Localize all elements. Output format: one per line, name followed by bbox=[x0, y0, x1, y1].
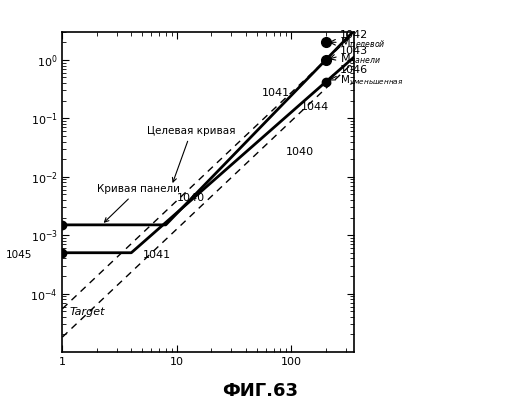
Text: 1044: 1044 bbox=[301, 102, 329, 112]
Text: 1046: 1046 bbox=[340, 65, 368, 75]
Text: 1043: 1043 bbox=[340, 46, 368, 56]
Text: 1042: 1042 bbox=[340, 30, 368, 40]
Text: М$_{уменьшенная}$: М$_{уменьшенная}$ bbox=[340, 74, 404, 88]
Text: 1045: 1045 bbox=[6, 250, 33, 260]
Text: ФИГ.63: ФИГ.63 bbox=[222, 382, 298, 400]
Text: 1041: 1041 bbox=[142, 250, 171, 260]
Text: М$_{целевой}$: М$_{целевой}$ bbox=[340, 36, 385, 52]
Text: Целевая кривая: Целевая кривая bbox=[147, 126, 236, 182]
Text: 1041: 1041 bbox=[262, 88, 290, 98]
Text: 1040: 1040 bbox=[286, 147, 314, 157]
Text: Кривая панели: Кривая панели bbox=[97, 184, 180, 222]
Text: М$_{панели}$: М$_{панели}$ bbox=[340, 52, 381, 66]
Text: 1040: 1040 bbox=[177, 193, 205, 203]
Text: Target: Target bbox=[69, 306, 105, 316]
